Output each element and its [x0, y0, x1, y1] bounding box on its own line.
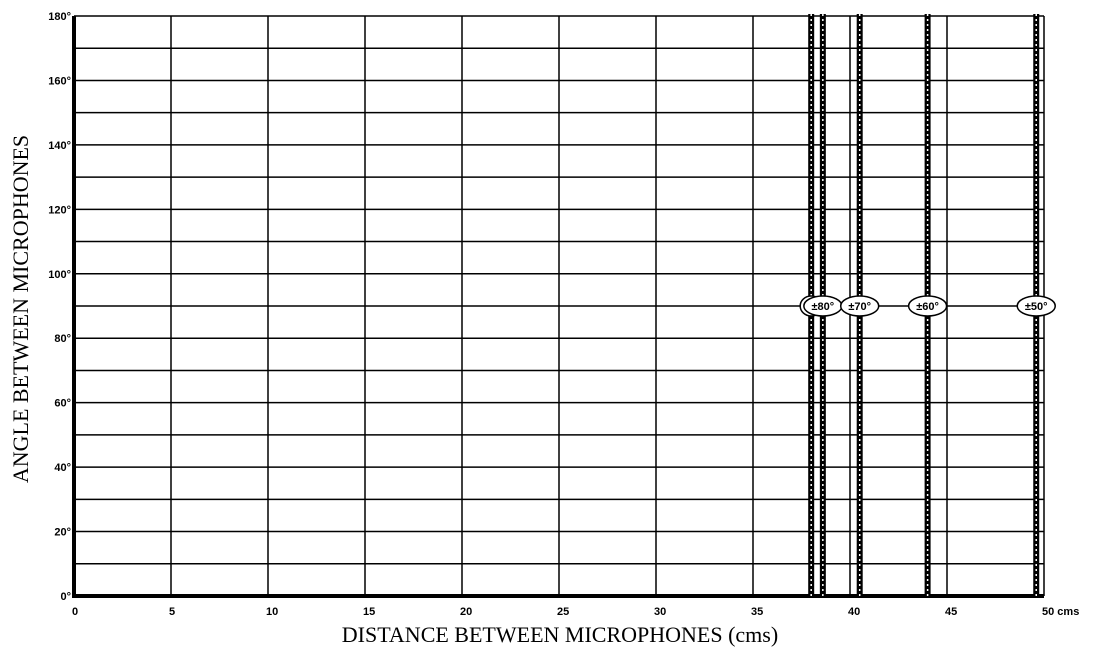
y-tick-labels: 0° 20° 40° 60° 80° 100° 120° 140° 160° 180°: [48, 11, 71, 603]
series-label: ±50°: [1016, 295, 1056, 317]
x-tick-label: 50 cms: [1042, 606, 1079, 618]
x-tick-label: 45: [945, 606, 957, 618]
axes: [72, 16, 1044, 598]
x-tick-label: 35: [751, 606, 763, 618]
y-tick-label: 120°: [48, 204, 71, 216]
y-tick-label: 100°: [48, 269, 71, 281]
series-label-oval: [907, 295, 948, 317]
series-label: ±60°: [907, 295, 948, 317]
grid-lines: [73, 15, 1045, 597]
y-tick-label: 140°: [48, 140, 71, 152]
series-label: ±80°: [803, 295, 843, 317]
x-axis-title: DISTANCE BETWEEN MICROPHONES (cms): [342, 622, 778, 647]
x-tick-label: 25: [557, 606, 569, 618]
x-tick-labels: 0 5 10 15 20 25 30 35 40 45 50 cms: [72, 606, 1079, 618]
series-label-text: ±60°: [916, 301, 939, 313]
x-tick-label: 20: [460, 606, 472, 618]
y-tick-label: 40°: [54, 462, 71, 474]
y-axis-title: ANGLE BETWEEN MICROPHONES: [8, 135, 33, 483]
series-label: ±70°: [839, 295, 880, 317]
series-label-oval: [839, 295, 880, 317]
series-labels: ±±80°±70°±60°±50°: [799, 295, 1056, 317]
y-tick-label: 180°: [48, 11, 71, 23]
x-tick-label: 40: [848, 606, 860, 618]
series-label-text: ±80°: [812, 301, 835, 313]
series-label-text: ±70°: [848, 301, 871, 313]
y-tick-label: 80°: [54, 333, 71, 345]
x-tick-label: 0: [72, 606, 78, 618]
y-tick-label: 60°: [54, 398, 71, 410]
x-tick-label: 5: [169, 606, 175, 618]
y-tick-label: 160°: [48, 75, 71, 87]
x-tick-label: 15: [363, 606, 375, 618]
y-tick-label: 0°: [60, 591, 71, 603]
y-tick-label: 20°: [54, 527, 71, 539]
x-tick-label: 30: [654, 606, 666, 618]
series-label-text: ±50°: [1025, 301, 1048, 313]
x-tick-label: 10: [266, 606, 278, 618]
series-label-oval: [1016, 295, 1056, 317]
